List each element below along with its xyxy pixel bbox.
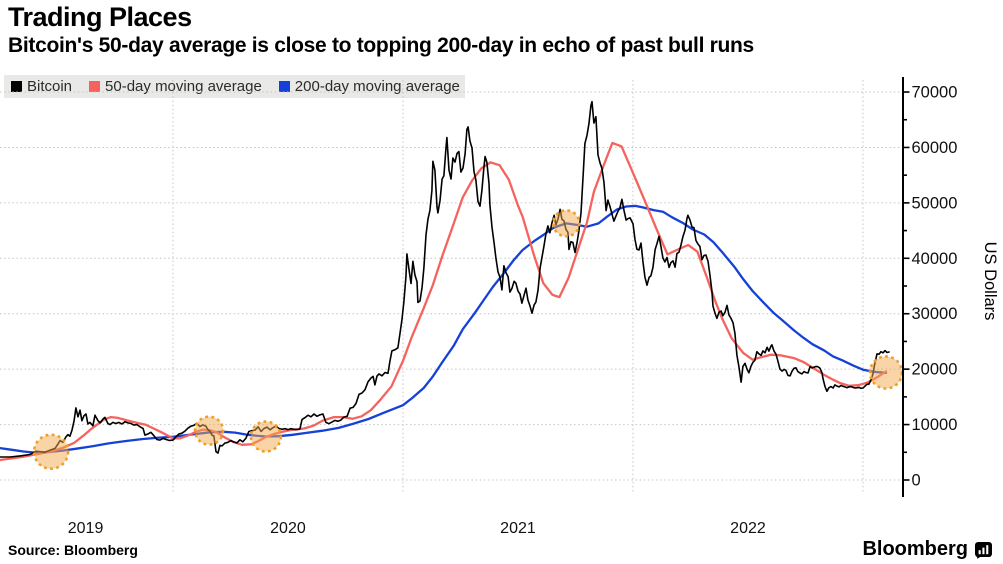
golden-cross-circle-5	[868, 355, 904, 390]
source-attribution: Source: Bloomberg	[8, 542, 138, 558]
y-tick-label-60000: 60000	[912, 139, 958, 157]
legend-swatch-200-day	[278, 81, 290, 92]
golden-cross-circle-4	[551, 209, 581, 238]
y-tick-label-0: 0	[912, 472, 921, 490]
y-tick-label-40000: 40000	[912, 250, 958, 268]
legend-item-bitcoin: Bitcoin	[11, 78, 72, 95]
legend-swatch-50-day	[89, 81, 101, 92]
bloomberg-terminal-icon	[975, 541, 992, 559]
bloomberg-wordmark: Bloomberg	[862, 538, 968, 560]
series-200-day-moving-average	[0, 204, 888, 454]
legend-item-50-day: 50-day moving average	[89, 78, 262, 95]
y-axis-title: US Dollars	[981, 242, 999, 321]
golden-cross-circle-1	[32, 433, 70, 471]
x-tick-label-2019: 2019	[68, 520, 104, 537]
y-tick-label-50000: 50000	[912, 194, 958, 212]
legend-label-50-day: 50-day moving average	[105, 78, 262, 95]
y-tick-label-30000: 30000	[912, 305, 958, 323]
page-title: Trading Places	[8, 2, 192, 32]
chart-subtitle: Bitcoin's 50-day average is close to top…	[8, 34, 754, 57]
x-tick-label-2021: 2021	[500, 520, 536, 537]
x-tick-label-2022: 2022	[730, 520, 766, 537]
golden-cross-circle-2	[193, 415, 225, 446]
golden-cross-circle-3	[249, 420, 283, 453]
legend-swatch-bitcoin	[11, 81, 22, 92]
y-tick-label-20000: 20000	[912, 361, 958, 379]
series-bitcoin	[0, 100, 890, 458]
y-tick-label-70000: 70000	[912, 84, 958, 102]
legend-item-200-day: 200-day moving average	[278, 78, 460, 95]
y-tick-label-10000: 10000	[912, 416, 958, 434]
series-50-day-moving-average	[0, 141, 888, 462]
legend-label-200-day: 200-day moving average	[294, 78, 460, 95]
x-tick-label-2020: 2020	[270, 520, 306, 537]
legend-label-bitcoin: Bitcoin	[27, 78, 73, 95]
bloomberg-logo: Bloomberg	[862, 538, 993, 561]
chart-legend: Bitcoin 50-day moving average 200-day mo…	[4, 75, 465, 98]
